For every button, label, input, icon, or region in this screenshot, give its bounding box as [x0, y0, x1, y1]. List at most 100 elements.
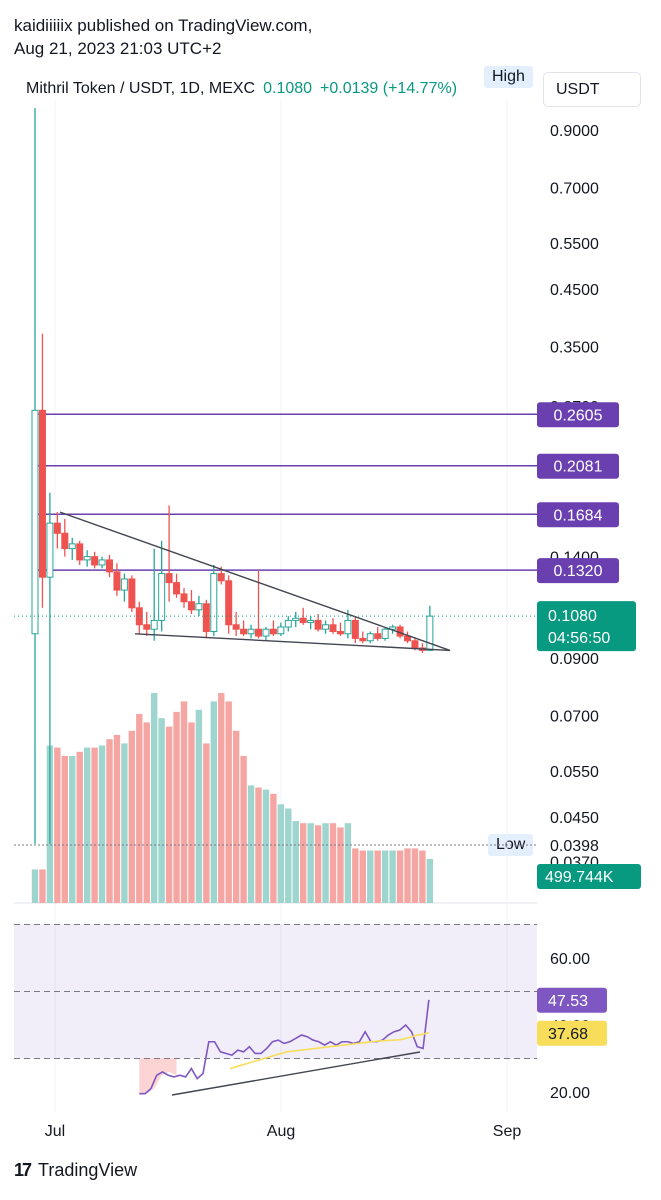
publish-date: Aug 21, 2023 21:03 UTC+2 [14, 39, 222, 58]
candle-body [91, 556, 99, 566]
volume-bar [39, 869, 46, 903]
volume-bar [389, 850, 396, 903]
brand-name: TradingView [38, 1160, 138, 1180]
candle-body [180, 593, 188, 603]
rsi-ma-value-box [537, 1020, 607, 1046]
candle-body [359, 637, 367, 642]
candle-body [389, 626, 397, 630]
candle-body [31, 409, 39, 635]
publish-info: kaidiiiiix published on TradingView.com,… [14, 14, 312, 60]
volume-bar [203, 743, 210, 903]
volume-bar [419, 850, 426, 903]
volume-bar [277, 804, 285, 903]
candle-body [225, 580, 233, 626]
price-tick-label: 0.0900 [550, 651, 599, 668]
volume-bar [426, 858, 434, 903]
candle-body [426, 615, 434, 651]
price-tick-label: 0.3500 [550, 340, 599, 357]
volume-bar [292, 821, 299, 903]
candle-body [344, 619, 352, 635]
candle-body [336, 630, 344, 635]
candle-body [307, 619, 315, 624]
candle-body [210, 573, 218, 632]
candle-body [120, 578, 128, 591]
candle-body [374, 633, 382, 639]
volume-bar [91, 747, 98, 903]
candle-body [381, 628, 389, 639]
price-change: +0.0139 (+14.77%) [320, 80, 458, 97]
price-tick-label: 0.0700 [550, 709, 599, 726]
candle-body [68, 543, 76, 550]
candle-body [217, 573, 225, 582]
rsi-value-label: 47.53 [548, 993, 588, 1010]
volume-bar [210, 701, 217, 903]
volume-bar [121, 743, 128, 903]
price-tick-label: 0.9000 [550, 123, 599, 140]
footer-brand: 17 TradingView [14, 1160, 137, 1181]
volume-bar [173, 711, 180, 903]
volume-bar [240, 756, 247, 903]
candle-body [98, 559, 106, 566]
upper-trendline[interactable] [59, 511, 451, 652]
volume-bar [300, 823, 307, 903]
volume-bar [367, 850, 374, 903]
candle-body [322, 624, 330, 630]
volume-bar [31, 869, 39, 903]
volume-bar [232, 730, 240, 903]
candle-body [314, 619, 322, 630]
volume-bar [262, 789, 270, 903]
currency-selector[interactable]: USDT [543, 72, 641, 107]
candle-body [284, 619, 292, 628]
candle-body [247, 628, 255, 635]
volume-bar [76, 751, 83, 903]
level-price-label: 0.2081 [554, 459, 603, 476]
symbol-title[interactable]: Mithril Token / USDT, 1D, MEXC [26, 80, 256, 97]
candle-body [366, 633, 374, 642]
lower-trendline[interactable] [134, 633, 451, 652]
rsi-trendline[interactable] [171, 1051, 421, 1096]
candle-body [255, 628, 262, 637]
volume-bar [69, 756, 76, 903]
volume-bar [218, 693, 225, 903]
low-value-label: 0.0398 [550, 838, 599, 855]
candle-body [202, 603, 210, 632]
volume-bar [337, 827, 344, 903]
candle-body [173, 582, 181, 595]
last-price-axis-label: 0.1080 [548, 608, 597, 625]
candle-body [83, 556, 91, 561]
candle-body [165, 573, 173, 584]
rsi-ma-value-label: 37.68 [548, 1026, 588, 1043]
volume-bar [180, 701, 188, 903]
volume-bar [195, 709, 203, 903]
volume-bar [352, 848, 359, 903]
price-tick-label: 0.0450 [550, 810, 599, 827]
volume-bar [329, 823, 337, 903]
candle-body [113, 571, 121, 591]
candle-body [106, 559, 113, 573]
volume-bar [98, 745, 106, 903]
volume-bar [225, 701, 232, 903]
volume-bar [270, 793, 277, 903]
volume-bar [106, 739, 113, 903]
level-price-label: 0.1684 [554, 507, 603, 524]
volume-value-label: 499.744K [545, 869, 614, 886]
volume-bar [188, 722, 195, 903]
volume-bar [247, 785, 255, 903]
candle-body [135, 607, 143, 626]
candle-body [277, 626, 285, 635]
candle-body [187, 601, 195, 611]
candle-body [46, 522, 54, 578]
candle-body [76, 543, 84, 561]
candle-body [411, 640, 419, 649]
volume-bar [381, 850, 389, 903]
candle-body [150, 619, 158, 630]
rsi-tick-label: 60.00 [550, 951, 590, 968]
volume-bar [128, 730, 136, 903]
level-price-box [537, 558, 619, 584]
volume-bar [404, 848, 411, 903]
publisher-line: kaidiiiiix published on TradingView.com, [14, 16, 313, 35]
volume-bar [314, 825, 322, 903]
volume-bar [158, 718, 165, 903]
candle-body [53, 522, 61, 534]
